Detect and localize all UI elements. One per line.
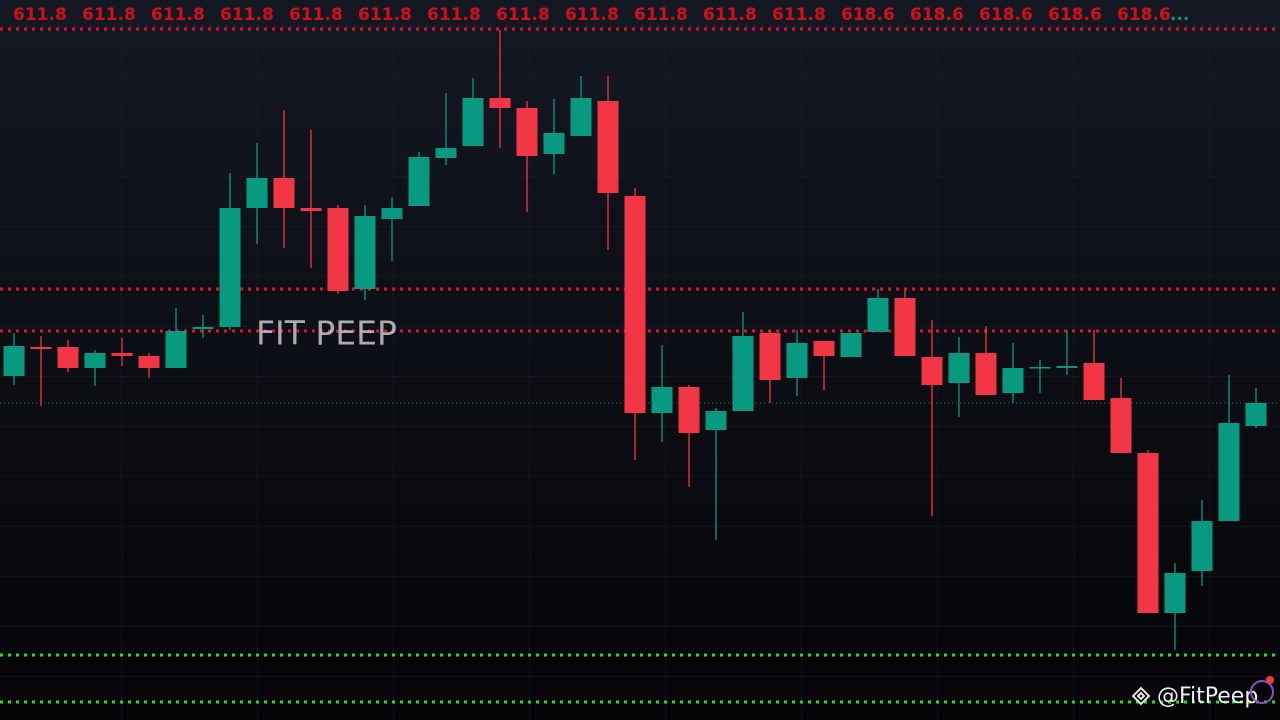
level-label: 611.8 xyxy=(565,5,619,25)
candle-body xyxy=(327,208,349,291)
candle-body xyxy=(273,178,295,208)
candle-body xyxy=(624,196,646,413)
level-label: 611.8 xyxy=(427,5,481,25)
candle-body xyxy=(165,331,187,368)
level-label: 611.8 xyxy=(772,5,826,25)
candles xyxy=(3,30,1267,650)
candle-body xyxy=(1110,398,1132,453)
logo-dot xyxy=(1266,676,1274,684)
candle-body xyxy=(489,98,511,108)
candle-body xyxy=(381,208,403,219)
candle-body xyxy=(813,341,835,356)
candle-body xyxy=(948,353,970,383)
candle-body xyxy=(759,333,781,380)
level-label-more: ... xyxy=(1170,5,1189,25)
level-label: 611.8 xyxy=(358,5,412,25)
candle-body xyxy=(1002,368,1024,393)
candle-body xyxy=(651,387,673,413)
candle-body xyxy=(678,387,700,433)
candle-body xyxy=(921,357,943,385)
level-label: 611.8 xyxy=(289,5,343,25)
candle-body xyxy=(1029,367,1051,369)
candle-body xyxy=(57,347,79,368)
candle-body xyxy=(705,411,727,430)
candle-body xyxy=(138,356,160,368)
level-label: 618.6 xyxy=(910,5,964,25)
candle-body xyxy=(354,216,376,289)
candle-body xyxy=(219,208,241,327)
candle-body xyxy=(1164,573,1186,613)
candle-body xyxy=(786,343,808,378)
candle-body xyxy=(246,178,268,208)
logo xyxy=(1250,680,1274,704)
candle-body xyxy=(867,298,889,332)
level-label: 611.8 xyxy=(151,5,205,25)
candle-body xyxy=(435,148,457,158)
candle-body xyxy=(570,98,592,136)
candle-body xyxy=(1056,366,1078,368)
level-label: 618.6 xyxy=(841,5,895,25)
top-labels: 611.8 611.8 611.8 611.8 611.8 611.8 611.8 611.8… xyxy=(13,5,1189,25)
candle-body xyxy=(30,347,52,349)
candle-body xyxy=(1191,521,1213,571)
candle-body xyxy=(1137,453,1159,613)
candle-body xyxy=(3,346,25,376)
candle-body xyxy=(1083,363,1105,400)
credit: @FitPeep xyxy=(1157,684,1258,709)
candle-body xyxy=(462,98,484,146)
candle-body xyxy=(597,101,619,193)
candle-body xyxy=(516,108,538,156)
candle-body xyxy=(300,208,322,211)
candle-body xyxy=(894,298,916,356)
level-label: 618.6 xyxy=(979,5,1033,25)
level-label: 611.8 xyxy=(634,5,688,25)
credit-icon xyxy=(1131,686,1151,706)
level-label: 611.8 xyxy=(703,5,757,25)
candle-body xyxy=(408,157,430,206)
level-label: 618.6 xyxy=(1117,5,1171,25)
watermark: FIT PEEP xyxy=(256,314,397,353)
level-label: 611.8 xyxy=(220,5,274,25)
level-label: 611.8 xyxy=(496,5,550,25)
candle-body xyxy=(1245,403,1267,426)
candle-body xyxy=(732,336,754,411)
candle-body xyxy=(1218,423,1240,521)
level-label: 611.8 xyxy=(13,5,67,25)
candle-body xyxy=(543,133,565,154)
level-label: 618.6 xyxy=(1048,5,1102,25)
candle-body xyxy=(840,333,862,357)
candle-body xyxy=(84,353,106,368)
candle-body xyxy=(975,353,997,395)
candle-body xyxy=(192,327,214,329)
level-label: 611.8 xyxy=(82,5,136,25)
candle-body xyxy=(111,353,133,356)
